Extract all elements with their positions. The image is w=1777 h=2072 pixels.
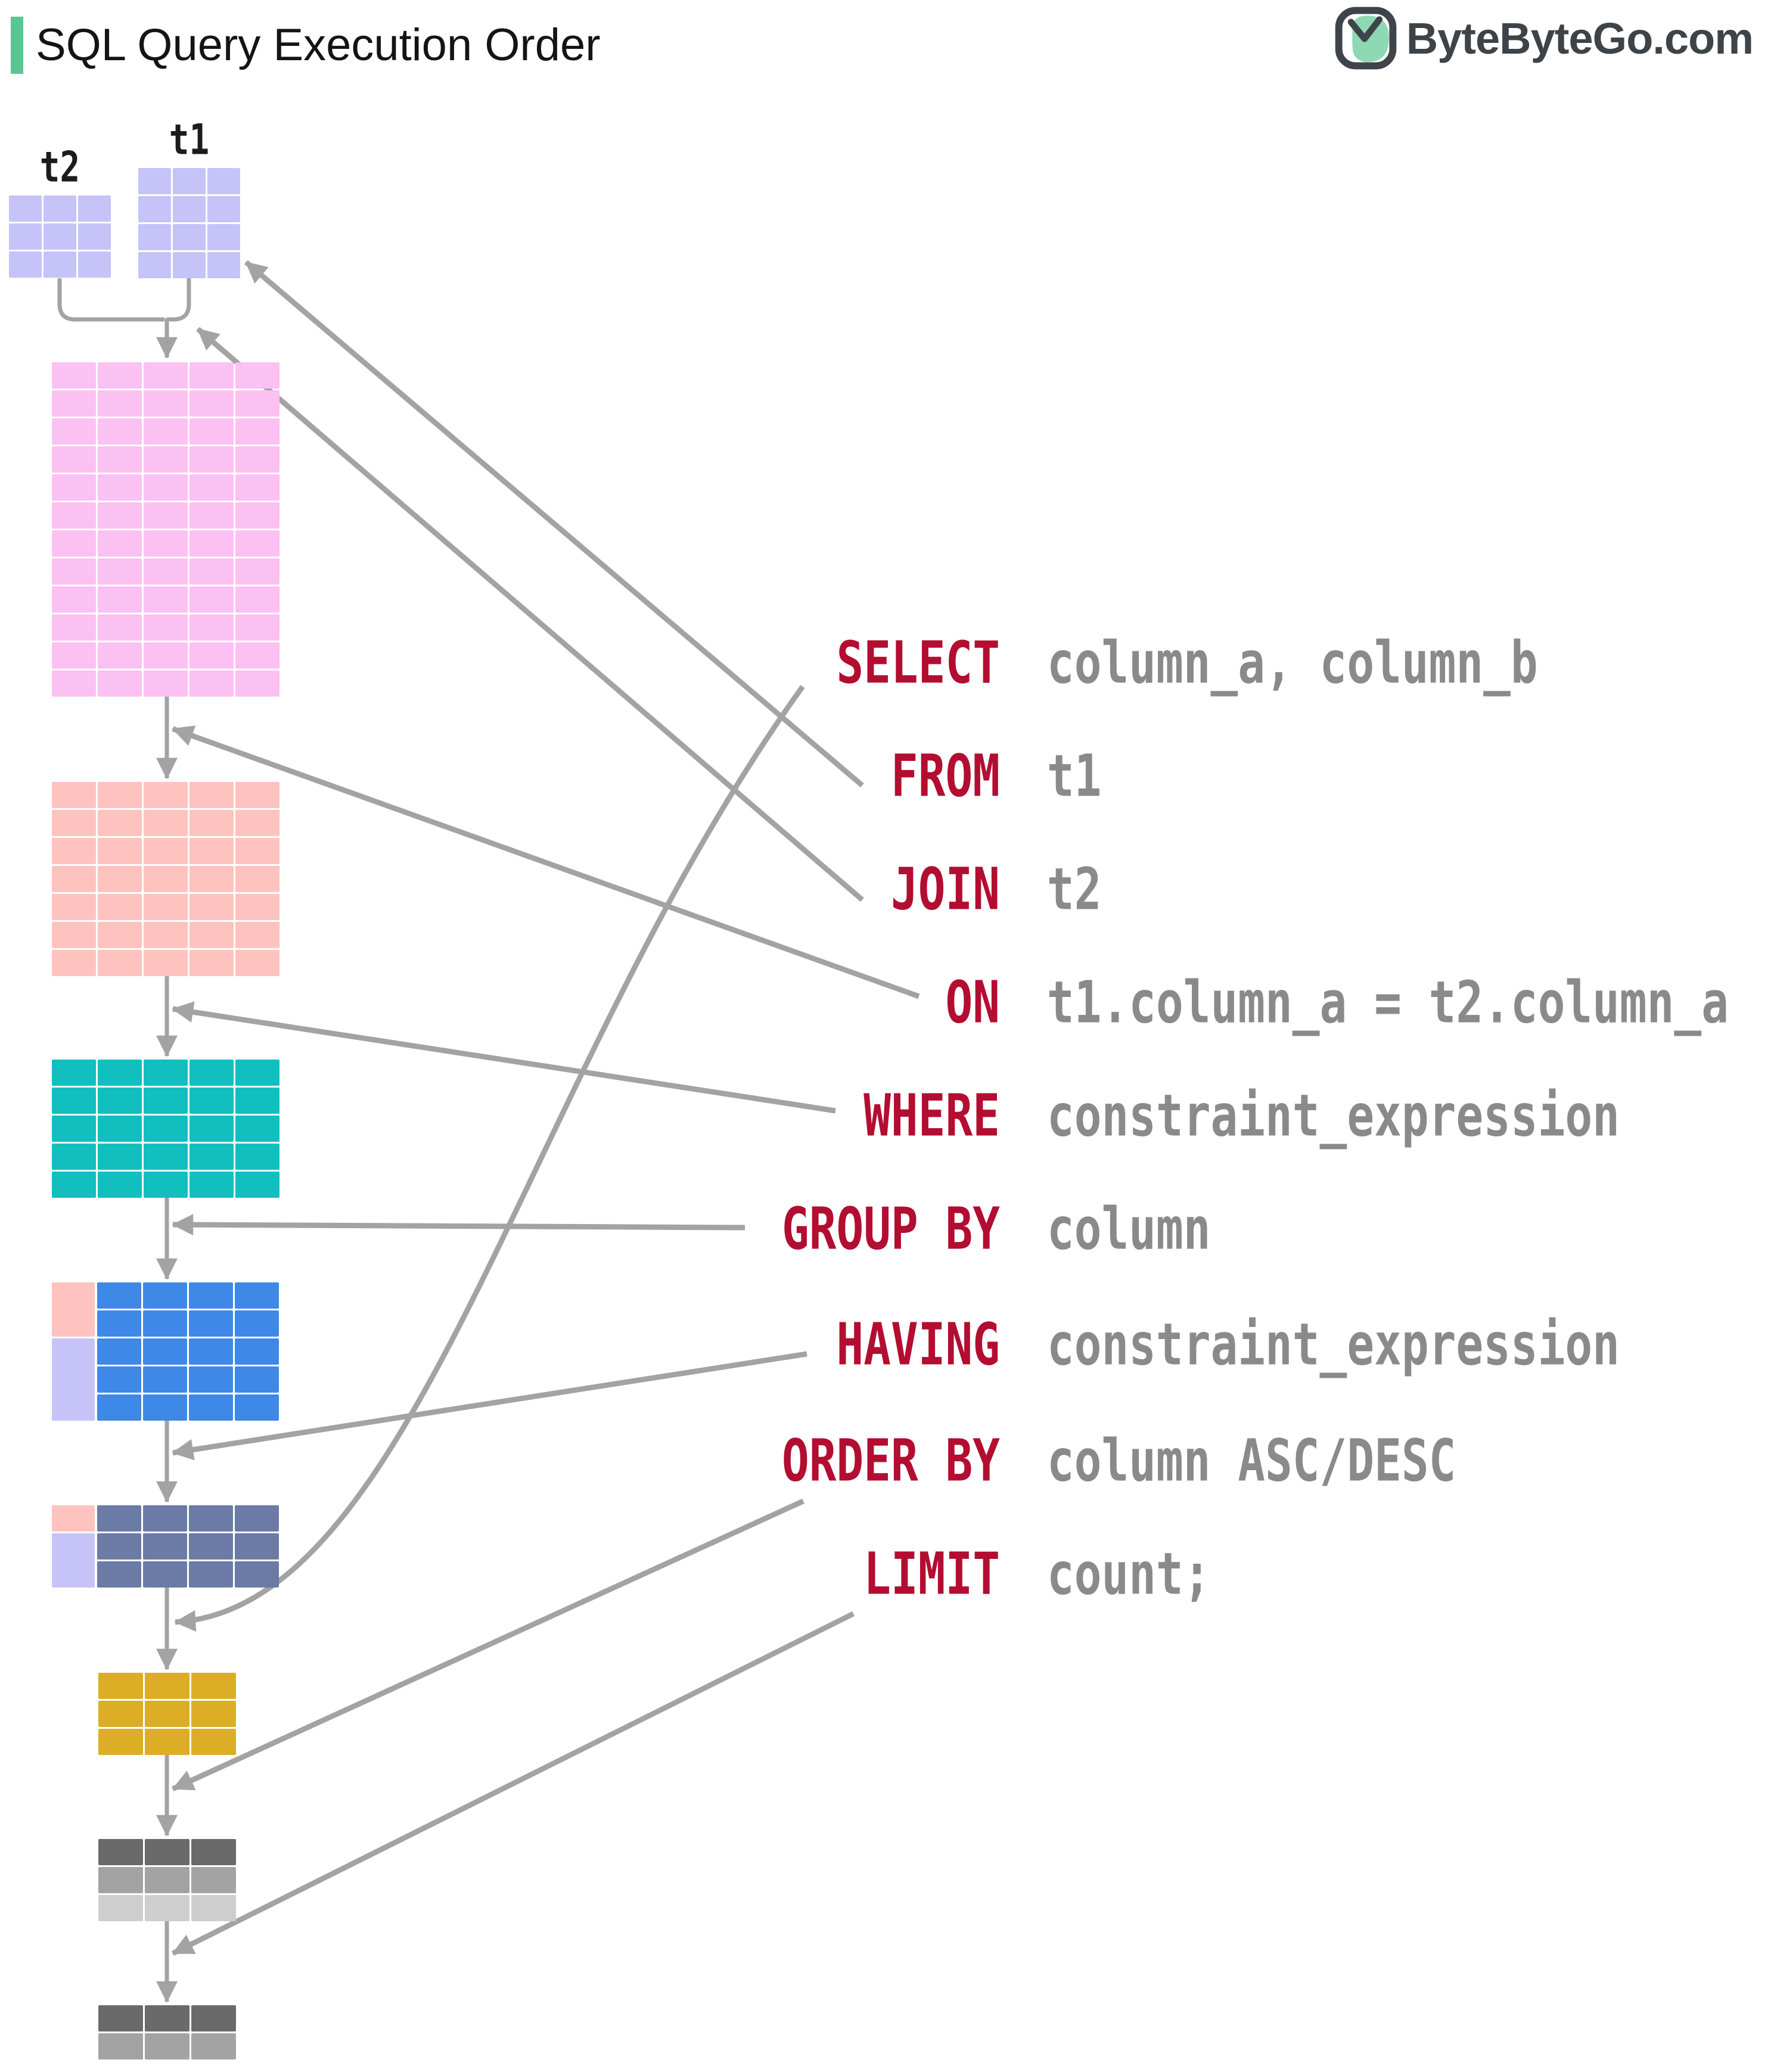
arrow-limit-to-junction bbox=[171, 1611, 855, 1956]
arrow-on-to-junction bbox=[172, 725, 920, 999]
arrow-from-to-t1 bbox=[244, 260, 864, 788]
bytebytego-logo-text: ByteByteGo.com bbox=[1406, 13, 1754, 63]
page-title: SQL Query Execution Order bbox=[36, 20, 601, 70]
arrow-order-by-to-junction bbox=[172, 1498, 804, 1792]
arrow-select-to-junction bbox=[174, 685, 805, 1632]
bytebytego-logo: ByteByteGo.com bbox=[1334, 6, 1754, 70]
title-accent-bar bbox=[11, 17, 23, 74]
arrow-group-by-to-junction bbox=[172, 1214, 745, 1236]
arrow-having-to-junction bbox=[172, 1351, 807, 1461]
arrow-where-to-junction bbox=[172, 1001, 836, 1114]
arrow-bracket-right bbox=[167, 278, 191, 322]
bytebytego-logo-icon bbox=[1335, 7, 1397, 70]
arrow-join-to-bracket bbox=[196, 327, 864, 902]
arrow-bracket-left bbox=[57, 278, 164, 322]
